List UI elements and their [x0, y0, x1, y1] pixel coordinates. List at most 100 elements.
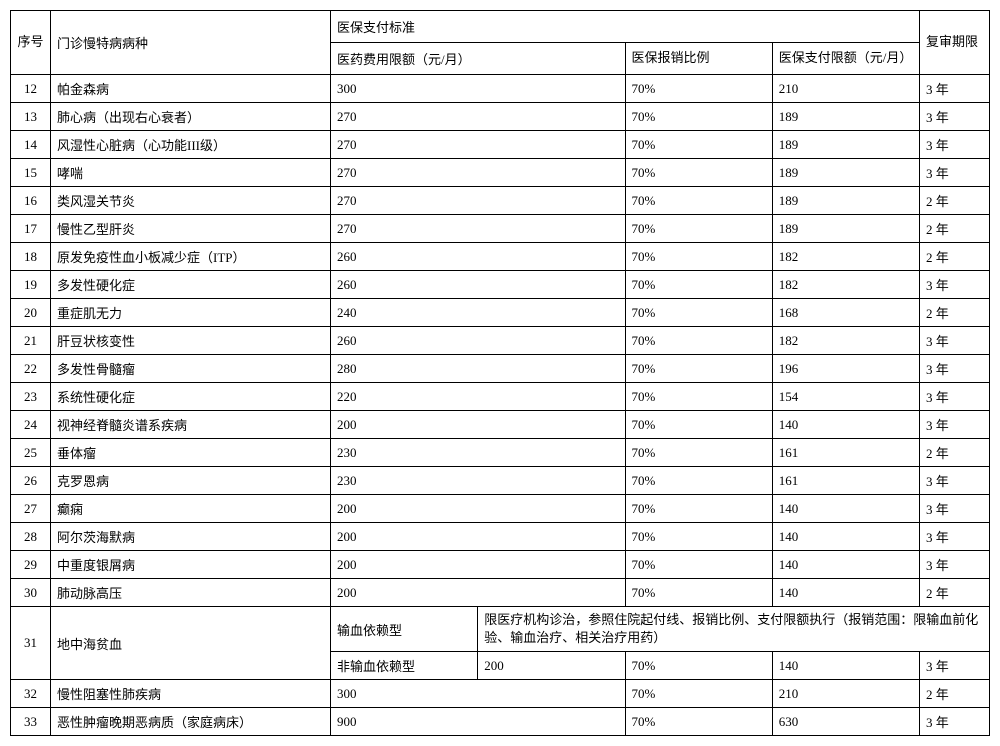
- cell-ratio: 70%: [625, 495, 772, 523]
- cell-disease: 慢性阻塞性肺疾病: [51, 680, 331, 708]
- cell-disease: 多发性硬化症: [51, 271, 331, 299]
- cell-disease: 慢性乙型肝炎: [51, 215, 331, 243]
- table-body-before: 12帕金森病30070%2103 年13肺心病（出现右心衰者）27070%189…: [11, 75, 990, 607]
- cell-disease: 重症肌无力: [51, 299, 331, 327]
- cell-seq: 13: [11, 103, 51, 131]
- cell-seq: 14: [11, 131, 51, 159]
- cell-ratio: 70%: [625, 680, 772, 708]
- header-medlimit: 医药费用限额（元/月）: [331, 43, 626, 75]
- table-row: 19多发性硬化症26070%1823 年: [11, 271, 990, 299]
- header-seq: 序号: [11, 11, 51, 75]
- cell-ratio: 70%: [625, 579, 772, 607]
- cell-paylimit: 140: [772, 411, 919, 439]
- cell-disease: 风湿性心脏病（心功能III级）: [51, 131, 331, 159]
- cell-ratio: 70%: [625, 383, 772, 411]
- cell-review: 2 年: [920, 439, 990, 467]
- cell-review: 2 年: [920, 243, 990, 271]
- cell-review: 3 年: [920, 271, 990, 299]
- header-paylimit: 医保支付限额（元/月）: [772, 43, 919, 75]
- cell-ratio: 70%: [625, 131, 772, 159]
- cell-subtype-desc: 限医疗机构诊治，参照住院起付线、报销比例、支付限额执行（报销范围：限输血前化验、…: [478, 607, 990, 652]
- cell-disease: 垂体瘤: [51, 439, 331, 467]
- table-row: 20重症肌无力24070%1682 年: [11, 299, 990, 327]
- cell-ratio: 70%: [625, 523, 772, 551]
- cell-paylimit: 182: [772, 243, 919, 271]
- cell-review: 3 年: [920, 131, 990, 159]
- cell-disease: 肺动脉高压: [51, 579, 331, 607]
- cell-review: 3 年: [920, 467, 990, 495]
- cell-ratio: 70%: [625, 439, 772, 467]
- table-row: 28阿尔茨海默病20070%1403 年: [11, 523, 990, 551]
- cell-ratio: 70%: [625, 411, 772, 439]
- cell-paylimit: 154: [772, 383, 919, 411]
- cell-seq: 20: [11, 299, 51, 327]
- cell-paylimit: 140: [772, 523, 919, 551]
- cell-review: 3 年: [920, 652, 990, 680]
- cell-ratio: 70%: [625, 355, 772, 383]
- cell-review: 3 年: [920, 708, 990, 736]
- cell-ratio: 70%: [625, 327, 772, 355]
- table-row: 31 地中海贫血 输血依赖型 限医疗机构诊治，参照住院起付线、报销比例、支付限额…: [11, 607, 990, 652]
- cell-medlimit: 200: [478, 652, 625, 680]
- cell-seq: 25: [11, 439, 51, 467]
- cell-ratio: 70%: [625, 652, 772, 680]
- cell-disease: 肝豆状核变性: [51, 327, 331, 355]
- cell-seq: 22: [11, 355, 51, 383]
- cell-ratio: 70%: [625, 159, 772, 187]
- cell-medlimit: 270: [331, 215, 626, 243]
- cell-paylimit: 189: [772, 159, 919, 187]
- cell-seq: 21: [11, 327, 51, 355]
- cell-review: 2 年: [920, 299, 990, 327]
- cell-paylimit: 182: [772, 327, 919, 355]
- cell-medlimit: 270: [331, 159, 626, 187]
- cell-ratio: 70%: [625, 187, 772, 215]
- cell-seq: 19: [11, 271, 51, 299]
- cell-seq: 15: [11, 159, 51, 187]
- cell-medlimit: 270: [331, 131, 626, 159]
- cell-review: 3 年: [920, 551, 990, 579]
- cell-review: 3 年: [920, 75, 990, 103]
- cell-disease: 地中海贫血: [51, 607, 331, 680]
- cell-ratio: 70%: [625, 103, 772, 131]
- cell-disease: 肺心病（出现右心衰者）: [51, 103, 331, 131]
- cell-disease: 癫痫: [51, 495, 331, 523]
- cell-ratio: 70%: [625, 215, 772, 243]
- cell-review: 2 年: [920, 187, 990, 215]
- header-disease: 门诊慢特病病种: [51, 11, 331, 75]
- header-review: 复审期限: [920, 11, 990, 75]
- cell-disease: 阿尔茨海默病: [51, 523, 331, 551]
- cell-medlimit: 900: [331, 708, 626, 736]
- cell-ratio: 70%: [625, 467, 772, 495]
- table-row: 29中重度银屑病20070%1403 年: [11, 551, 990, 579]
- table-row: 18原发免疫性血小板减少症（ITP）26070%1822 年: [11, 243, 990, 271]
- cell-medlimit: 220: [331, 383, 626, 411]
- table-row: 23系统性硬化症22070%1543 年: [11, 383, 990, 411]
- cell-medlimit: 200: [331, 551, 626, 579]
- table-row: 15哮喘27070%1893 年: [11, 159, 990, 187]
- table-row: 32慢性阻塞性肺疾病30070%2102 年: [11, 680, 990, 708]
- cell-seq: 29: [11, 551, 51, 579]
- table-row: 12帕金森病30070%2103 年: [11, 75, 990, 103]
- cell-paylimit: 189: [772, 215, 919, 243]
- cell-seq: 28: [11, 523, 51, 551]
- cell-paylimit: 140: [772, 579, 919, 607]
- cell-review: 3 年: [920, 411, 990, 439]
- header-row-1: 序号 门诊慢特病病种 医保支付标准 复审期限: [11, 11, 990, 43]
- table-row: 17慢性乙型肝炎27070%1892 年: [11, 215, 990, 243]
- cell-paylimit: 630: [772, 708, 919, 736]
- cell-medlimit: 260: [331, 327, 626, 355]
- cell-seq: 27: [11, 495, 51, 523]
- cell-review: 3 年: [920, 523, 990, 551]
- cell-medlimit: 200: [331, 495, 626, 523]
- cell-seq: 32: [11, 680, 51, 708]
- table-row: 33恶性肿瘤晚期恶病质（家庭病床）90070%6303 年: [11, 708, 990, 736]
- table-row: 27癫痫20070%1403 年: [11, 495, 990, 523]
- cell-ratio: 70%: [625, 708, 772, 736]
- cell-medlimit: 280: [331, 355, 626, 383]
- cell-disease: 视神经脊髓炎谱系疾病: [51, 411, 331, 439]
- cell-medlimit: 200: [331, 411, 626, 439]
- cell-medlimit: 230: [331, 467, 626, 495]
- cell-medlimit: 260: [331, 271, 626, 299]
- chronic-disease-table: 序号 门诊慢特病病种 医保支付标准 复审期限 医药费用限额（元/月） 医保报销比…: [10, 10, 990, 736]
- cell-subtype-label: 输血依赖型: [331, 607, 478, 652]
